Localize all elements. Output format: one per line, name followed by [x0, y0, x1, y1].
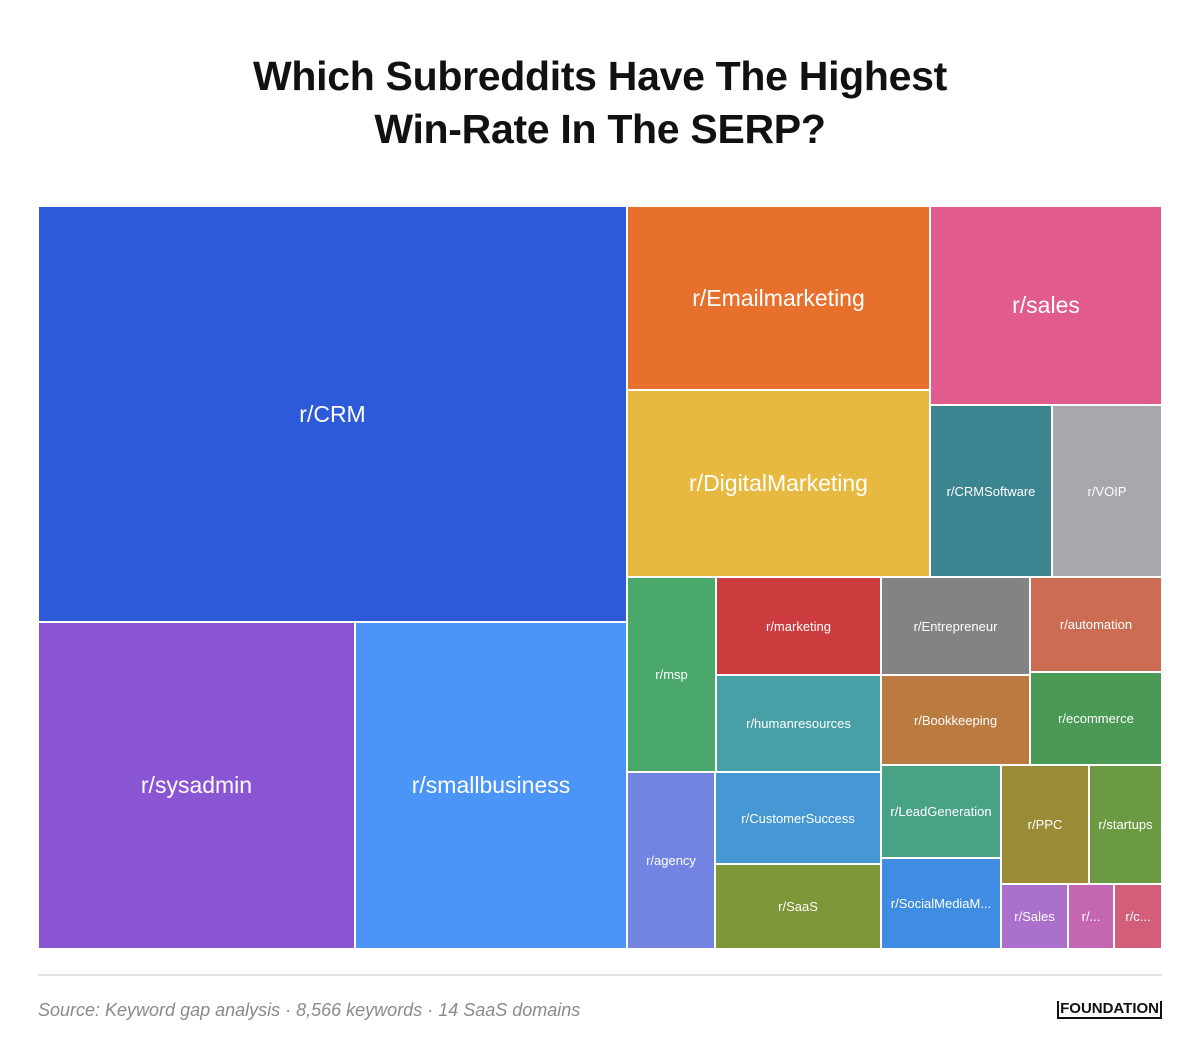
treemap-tile: r/agency: [627, 772, 715, 949]
treemap-tile: r/sysadmin: [38, 622, 355, 949]
footer-divider: [38, 974, 1162, 976]
treemap-tile: r/c...: [1114, 884, 1162, 949]
tile-label: r/Bookkeeping: [913, 712, 998, 728]
tile-label: r/LeadGeneration: [890, 804, 992, 819]
treemap-tile: r/ecommerce: [1030, 672, 1162, 765]
treemap-tile: r/Bookkeeping: [881, 675, 1030, 765]
title-line-2: Win-Rate In The SERP?: [374, 106, 826, 152]
treemap-tile: r/sales: [930, 206, 1162, 405]
treemap-tile: r/...: [1068, 884, 1114, 949]
tile-label: r/humanresources: [746, 716, 851, 731]
tile-label: r/Emailmarketing: [692, 284, 865, 311]
treemap-tile: r/LeadGeneration: [881, 765, 1001, 858]
treemap-tile: r/CRMSoftware: [930, 405, 1052, 577]
treemap-tile: r/PPC: [1001, 765, 1089, 884]
tile-label: r/agency: [646, 853, 696, 868]
tile-label: r/ecommerce: [1058, 711, 1134, 726]
tile-label: r/DigitalMarketing: [689, 470, 868, 496]
treemap-tile: r/DigitalMarketing: [627, 390, 930, 577]
tile-label: r/CustomerSuccess: [741, 810, 855, 826]
treemap-tile: r/SaaS: [715, 864, 881, 949]
chart-title: Which Subreddits Have The Highest Win-Ra…: [0, 50, 1200, 156]
foundation-logo: FOUNDATION: [1057, 1001, 1162, 1019]
tile-label: r/PPC: [1027, 817, 1063, 832]
treemap-tile: r/marketing: [716, 577, 881, 675]
treemap-tile: r/smallbusiness: [355, 622, 627, 949]
tile-label: r/c...: [1125, 909, 1151, 924]
treemap-tile: r/Entrepreneur: [881, 577, 1030, 675]
treemap-tile: r/Emailmarketing: [627, 206, 930, 390]
tile-label: r/...: [1081, 909, 1101, 924]
treemap-tile: r/VOIP: [1052, 405, 1162, 577]
treemap-tile: r/SocialMediaM...: [881, 858, 1001, 949]
treemap-tile: r/automation: [1030, 577, 1162, 672]
tile-label: r/smallbusiness: [411, 772, 571, 798]
treemap-tile: r/CustomerSuccess: [715, 772, 881, 864]
tile-label: r/sales: [1012, 292, 1080, 318]
title-line-1: Which Subreddits Have The Highest: [252, 53, 948, 99]
tile-label: r/msp: [655, 667, 688, 682]
source-note: Source: Keyword gap analysis · 8,566 key…: [38, 1000, 581, 1020]
tile-label: r/CRM: [299, 400, 366, 427]
tile-label: r/CRMSoftware: [946, 483, 1036, 499]
treemap-tile: r/Sales: [1001, 884, 1068, 949]
tile-label: r/VOIP: [1087, 483, 1127, 499]
treemap-tile: r/CRM: [38, 206, 627, 622]
tile-label: r/startups: [1098, 817, 1153, 832]
treemap-tile: r/msp: [627, 577, 716, 772]
tile-label: r/sysadmin: [140, 772, 253, 798]
tile-label: r/SaaS: [778, 899, 818, 914]
treemap-tile: r/startups: [1089, 765, 1162, 884]
tile-label: r/SocialMediaM...: [890, 896, 992, 911]
tile-label: r/Entrepreneur: [913, 618, 998, 634]
tile-label: r/Sales: [1014, 909, 1055, 924]
treemap-tile: r/humanresources: [716, 675, 881, 772]
tile-label: r/automation: [1059, 617, 1133, 632]
tile-label: r/marketing: [765, 618, 832, 634]
